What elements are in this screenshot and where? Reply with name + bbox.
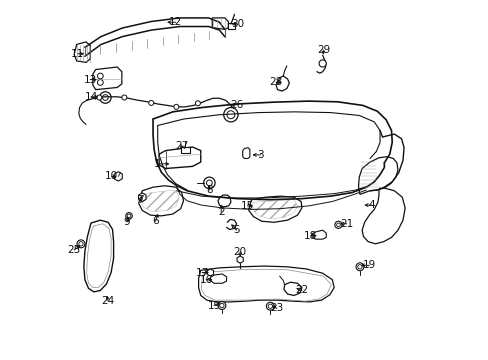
Text: 1: 1 (153, 159, 160, 169)
Text: 16: 16 (199, 275, 212, 285)
Circle shape (223, 108, 238, 122)
Text: 5: 5 (233, 225, 240, 235)
Circle shape (195, 101, 200, 106)
Text: 22: 22 (295, 285, 308, 296)
Text: 26: 26 (230, 100, 244, 110)
Circle shape (334, 221, 341, 228)
Circle shape (267, 304, 272, 309)
Text: 7: 7 (137, 195, 143, 205)
Circle shape (102, 95, 108, 100)
Polygon shape (207, 269, 213, 276)
Circle shape (319, 60, 325, 67)
Circle shape (79, 242, 83, 246)
Circle shape (174, 104, 179, 109)
Circle shape (219, 303, 224, 308)
Circle shape (218, 302, 225, 310)
Circle shape (355, 263, 363, 271)
Polygon shape (198, 266, 333, 302)
Text: 18: 18 (304, 231, 317, 240)
Polygon shape (237, 256, 243, 263)
Text: 2: 2 (218, 207, 224, 217)
Circle shape (148, 100, 153, 105)
Circle shape (206, 180, 212, 186)
Circle shape (336, 223, 340, 226)
Text: 11: 11 (71, 49, 84, 59)
Circle shape (97, 73, 103, 79)
Text: 17: 17 (195, 267, 208, 278)
Circle shape (266, 302, 274, 310)
Polygon shape (74, 42, 90, 62)
Polygon shape (212, 18, 228, 30)
Text: 21: 21 (339, 219, 353, 229)
Text: 6: 6 (152, 216, 159, 226)
Polygon shape (93, 67, 122, 90)
Polygon shape (242, 148, 249, 158)
Polygon shape (83, 220, 113, 292)
Text: 15: 15 (240, 201, 253, 211)
Polygon shape (248, 196, 301, 222)
Circle shape (97, 95, 102, 100)
Polygon shape (180, 147, 190, 153)
Circle shape (125, 213, 132, 219)
Polygon shape (311, 230, 325, 239)
Polygon shape (358, 157, 397, 194)
Circle shape (77, 240, 85, 248)
Text: 19: 19 (362, 260, 375, 270)
Polygon shape (210, 274, 226, 283)
Text: 9: 9 (123, 217, 130, 227)
Text: 20: 20 (233, 247, 246, 257)
Text: 23: 23 (269, 303, 283, 314)
Text: 8: 8 (205, 185, 212, 195)
Polygon shape (139, 186, 183, 216)
Polygon shape (228, 23, 234, 29)
Text: 3: 3 (257, 150, 264, 160)
Polygon shape (159, 147, 201, 168)
Circle shape (357, 265, 362, 269)
Text: 28: 28 (269, 77, 282, 87)
Circle shape (226, 111, 234, 119)
Polygon shape (138, 193, 146, 202)
Text: 24: 24 (102, 296, 115, 306)
Circle shape (100, 92, 111, 103)
Text: 12: 12 (169, 17, 182, 27)
Circle shape (122, 95, 126, 100)
Text: 30: 30 (230, 19, 244, 29)
Circle shape (97, 80, 103, 85)
Text: 27: 27 (175, 141, 188, 151)
Polygon shape (114, 172, 122, 181)
Circle shape (203, 177, 215, 189)
Text: 4: 4 (368, 200, 374, 210)
Text: 13: 13 (83, 75, 97, 85)
Text: 19: 19 (207, 301, 220, 311)
Text: 14: 14 (84, 92, 98, 102)
Circle shape (127, 214, 131, 218)
Text: 25: 25 (67, 245, 81, 255)
Text: 29: 29 (316, 45, 329, 55)
Text: 10: 10 (105, 171, 118, 181)
